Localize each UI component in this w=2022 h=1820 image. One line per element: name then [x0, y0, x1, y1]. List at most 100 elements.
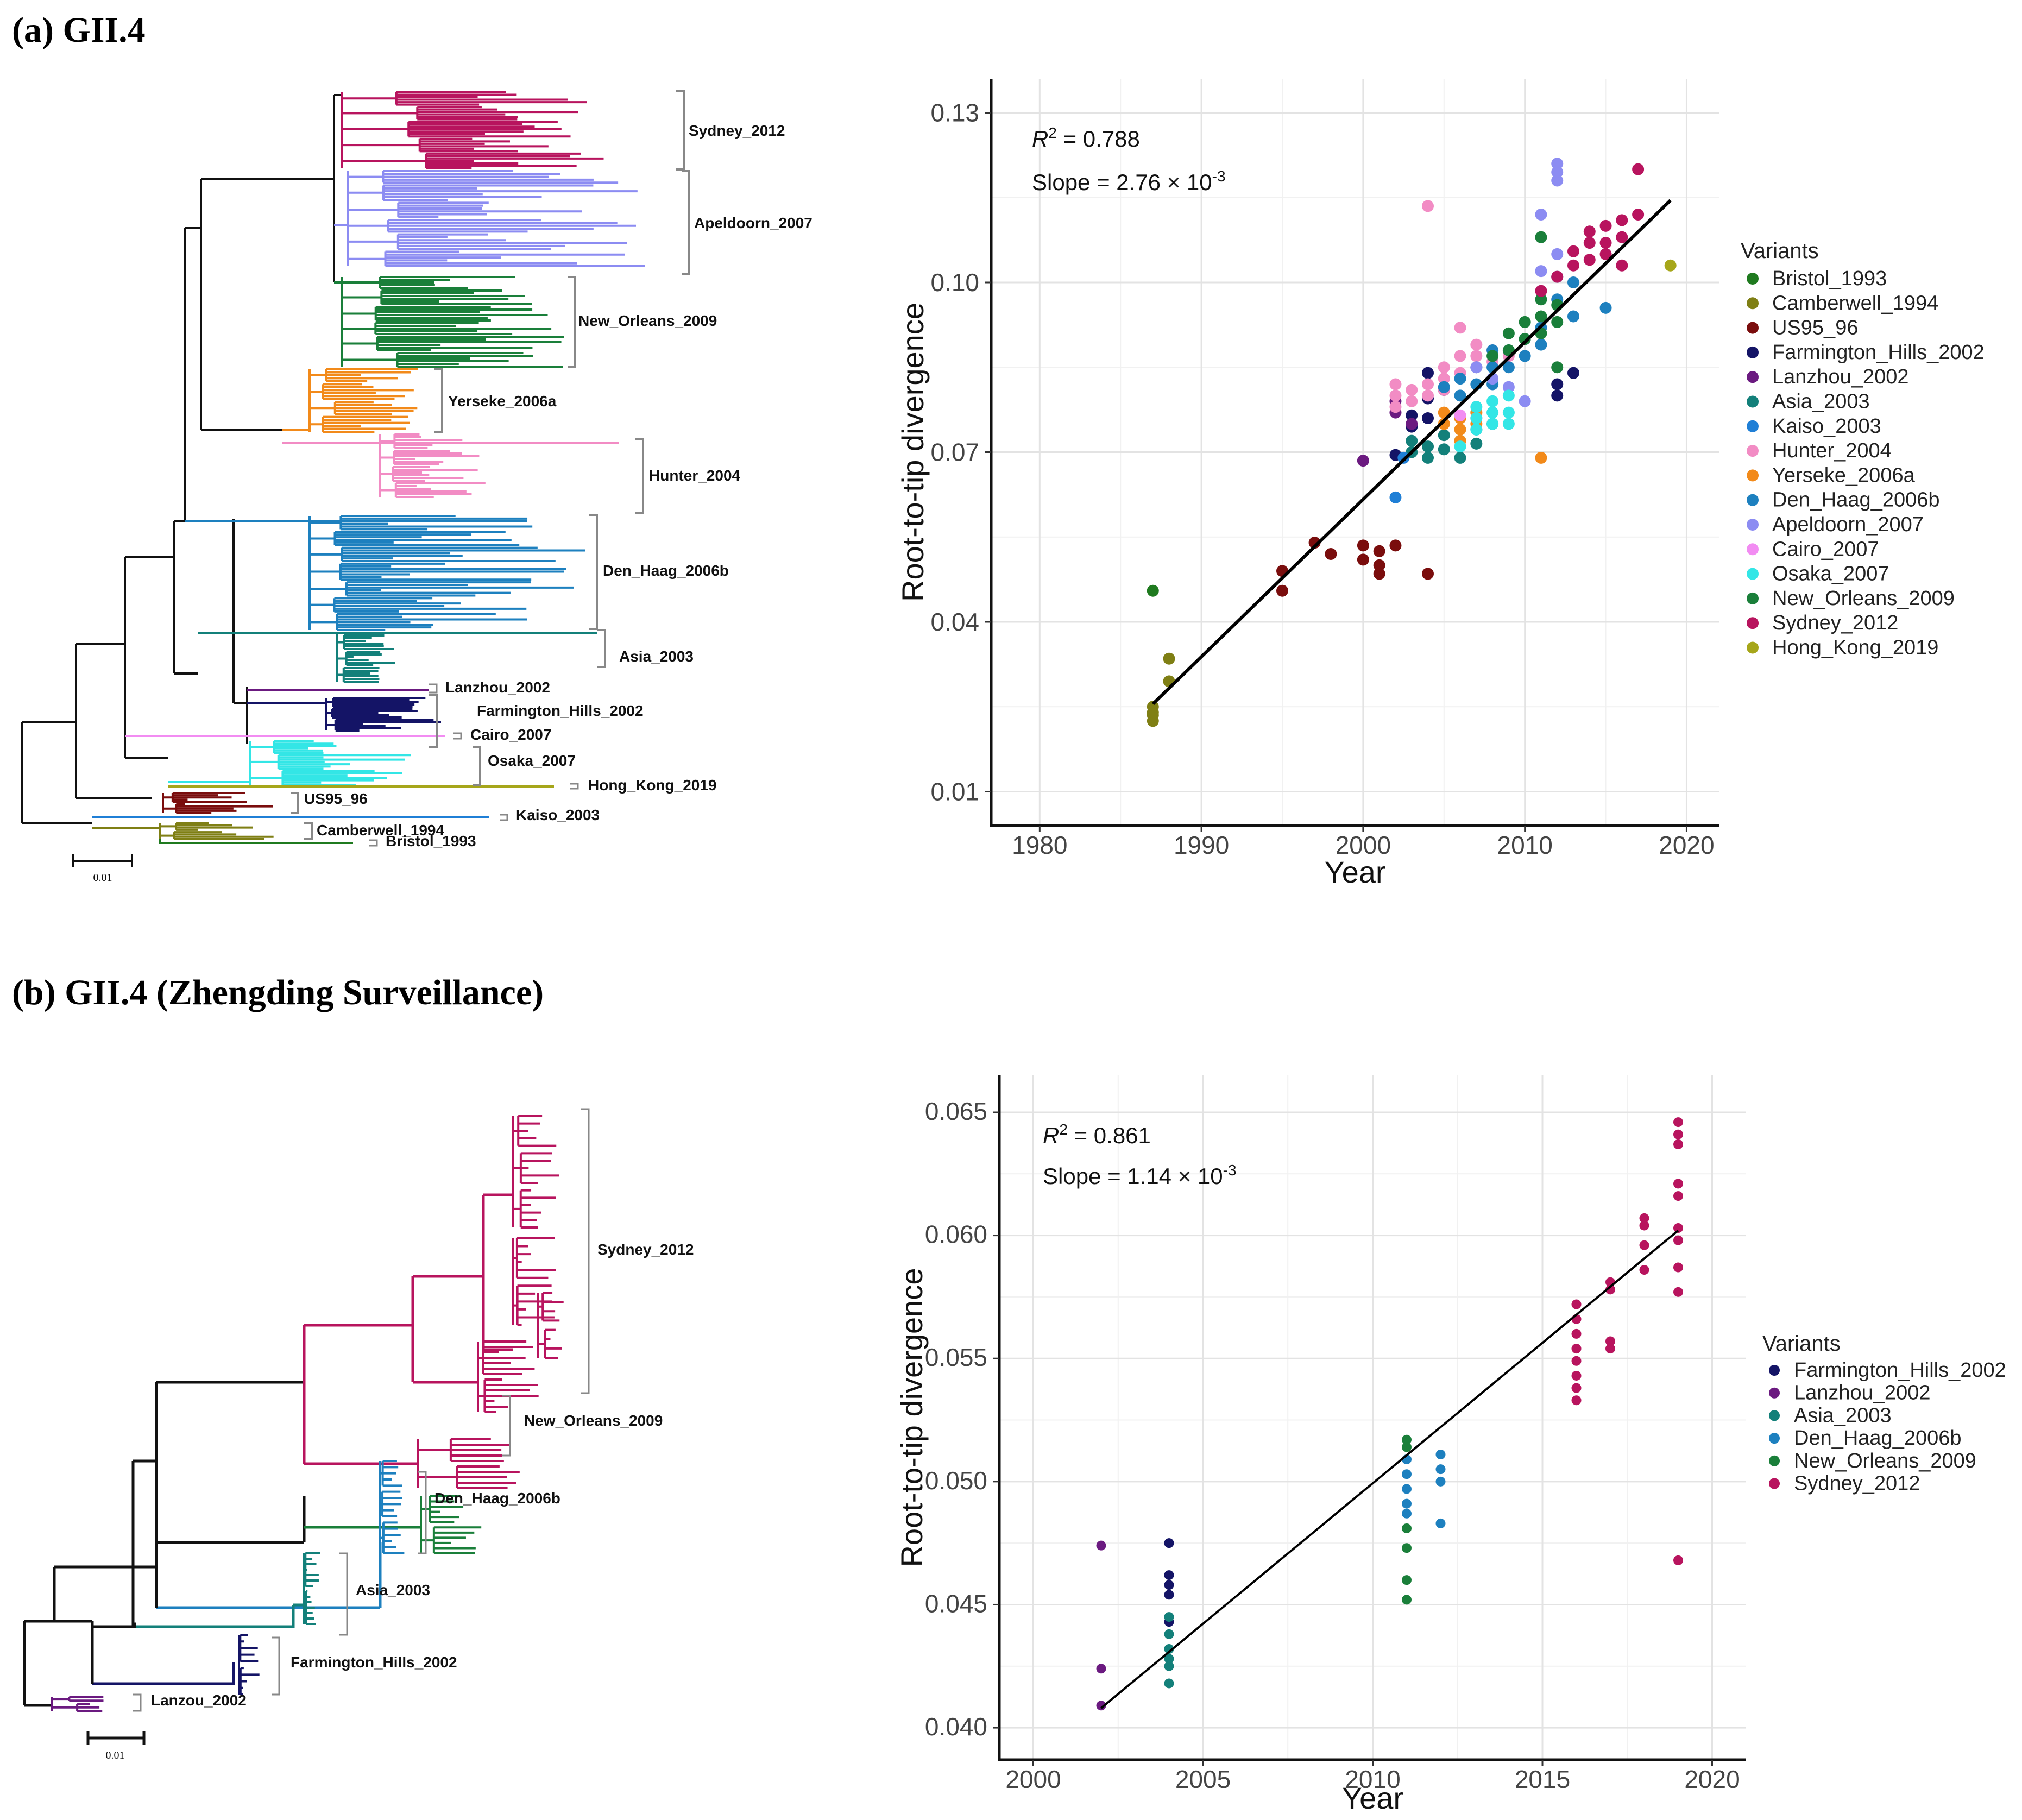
point-Sydney_2012 — [1616, 259, 1628, 272]
clade-bracket — [133, 1693, 142, 1712]
clade-label: Sydney_2012 — [689, 122, 785, 139]
x-tick-label: 2010 — [1497, 831, 1552, 859]
r-squared-annotation: R2 = 0.861 — [1043, 1121, 1151, 1148]
clade-Camberwell_1994 — [159, 822, 274, 840]
point-Den_Haag_2006b — [1454, 389, 1466, 402]
point-Bristol_1993 — [1147, 584, 1159, 597]
y-tick-label: 0.050 — [925, 1466, 987, 1495]
slope-annotation: Slope = 2.76 × 10-3 — [1032, 168, 1226, 195]
legend-label-US95_96: US95_96 — [1772, 317, 1858, 339]
point-New_Orleans_2009 — [1402, 1575, 1412, 1585]
clade-label: Hong_Kong_2019 — [588, 777, 717, 794]
legend-label-Asia_2003: Asia_2003 — [1794, 1404, 1892, 1427]
clade-label: Farmington_Hills_2002 — [291, 1654, 457, 1671]
legend-marker-Hong_Kong_2019 — [1747, 641, 1759, 654]
chart-b-points — [1096, 1117, 1683, 1711]
legend-label-Den_Haag_2006b: Den_Haag_2006b — [1772, 489, 1940, 512]
clade-label: New_Orleans_2009 — [524, 1412, 663, 1429]
point-Den_Haag_2006b — [1402, 1498, 1412, 1509]
point-Hunter_2004 — [1422, 200, 1434, 212]
tree-b-clade-labels: Sydney_2012 New_Orleans_2009 Den_Haag_2006… — [133, 1108, 694, 1712]
y-tick-label: 0.01 — [930, 778, 979, 806]
point-Sydney_2012 — [1567, 245, 1579, 257]
legend-marker-Yerseke_2006a — [1747, 469, 1759, 482]
clade-Osaka_2007 — [249, 740, 411, 786]
clade-label: Hunter_2004 — [649, 467, 741, 484]
point-Sydney_2012 — [1605, 1336, 1615, 1346]
point-US95_96 — [1357, 539, 1369, 552]
panel-b-title: (b) GII.4 (Zhengding Surveillance) — [12, 973, 544, 1012]
point-US95_96 — [1276, 584, 1288, 597]
point-Osaka_2007 — [1454, 440, 1466, 453]
y-tick-label: 0.060 — [925, 1220, 987, 1249]
clade-stem-Osaka_2007 — [168, 766, 251, 783]
clade-bracket — [434, 368, 443, 433]
regression-line — [1100, 1229, 1679, 1709]
point-Osaka_2007 — [1470, 423, 1483, 436]
point-Apeldoorn_2007 — [1470, 361, 1483, 374]
point-Den_Haag_2006b — [1435, 1476, 1446, 1487]
point-New_Orleans_2009 — [1551, 316, 1564, 328]
clade-bracket — [597, 629, 606, 668]
legend-marker-Den_Haag_2006b — [1769, 1433, 1780, 1444]
clade-label: Apeldoorn_2007 — [694, 215, 812, 231]
clade-Sydney_2012-d — [417, 1438, 520, 1489]
point-Hunter_2004 — [1454, 350, 1466, 362]
legend-marker-Sydney_2012 — [1769, 1478, 1780, 1489]
y-tick-label: 0.055 — [925, 1343, 987, 1371]
point-Asia_2003 — [1422, 440, 1434, 453]
legend-marker-Den_Haag_2006b — [1747, 494, 1759, 506]
point-US95_96 — [1373, 545, 1385, 557]
point-Sydney_2012 — [1599, 237, 1612, 249]
point-Sydney_2012 — [1571, 1299, 1582, 1309]
point-Asia_2003 — [1454, 451, 1466, 464]
x-axis-title: Year — [1342, 1781, 1403, 1815]
tree-a-scale-bar: 0.01 — [72, 854, 133, 884]
clade-stem-Den_Haag_2006b — [185, 520, 527, 573]
clade-bracket — [339, 1552, 348, 1636]
clade-label: New_Orleans_2009 — [578, 312, 717, 329]
clade-bracket — [635, 438, 644, 514]
point-Osaka_2007 — [1486, 395, 1499, 407]
y-tick-label: 0.07 — [930, 438, 979, 467]
point-New_Orleans_2009 — [1402, 1434, 1412, 1445]
point-Sydney_2012 — [1673, 1223, 1683, 1233]
point-Farmington_Hills_2002 — [1164, 1580, 1174, 1590]
point-Sydney_2012 — [1605, 1284, 1615, 1295]
point-Sydney_2012 — [1673, 1179, 1683, 1189]
legend-label-Lanzhou_2002: Lanzhou_2002 — [1772, 366, 1908, 388]
point-Farmington_Hills_2002 — [1567, 367, 1579, 379]
clade-Hunter_2004 — [379, 433, 486, 498]
point-Den_Haag_2006b — [1599, 301, 1612, 314]
point-US95_96 — [1373, 568, 1385, 580]
x-tick-label: 2020 — [1659, 831, 1714, 859]
point-Den_Haag_2006b — [1535, 338, 1547, 351]
point-Yerseke_2006a — [1438, 418, 1450, 430]
point-Sydney_2012 — [1616, 214, 1628, 226]
point-Osaka_2007 — [1486, 406, 1499, 419]
legend-marker-Lanzhou_2002 — [1769, 1387, 1780, 1399]
clade-label: US95_96 — [304, 790, 368, 807]
clade-bracket — [429, 694, 438, 748]
point-Den_Haag_2006b — [1435, 1518, 1446, 1528]
point-Camberwell_1994 — [1163, 652, 1175, 665]
point-Den_Haag_2006b — [1435, 1449, 1446, 1459]
y-tick-label: 0.065 — [925, 1097, 987, 1125]
clade-Lanzou_2002 — [51, 1696, 104, 1712]
point-Hunter_2004 — [1406, 383, 1418, 396]
point-New_Orleans_2009 — [1486, 350, 1499, 362]
legend-marker-New_Orleans_2009 — [1769, 1455, 1780, 1466]
legend-marker-Camberwell_1994 — [1747, 297, 1759, 310]
point-Sydney_2012 — [1551, 270, 1564, 283]
clade-label: Cairo_2007 — [470, 726, 551, 743]
clade-stem-Farmington_Hills_2002 — [247, 702, 327, 717]
legend-label-Apeldoorn_2007: Apeldoorn_2007 — [1772, 513, 1924, 536]
point-New_Orleans_2009 — [1402, 1442, 1412, 1452]
point-Osaka_2007 — [1470, 401, 1483, 413]
point-Sydney_2012 — [1583, 237, 1596, 249]
legend-marker-Kaiso_2003 — [1747, 420, 1759, 432]
point-Den_Haag_2006b — [1402, 1508, 1412, 1519]
point-New_Orleans_2009 — [1519, 316, 1531, 328]
bb6 — [131, 1624, 136, 1628]
